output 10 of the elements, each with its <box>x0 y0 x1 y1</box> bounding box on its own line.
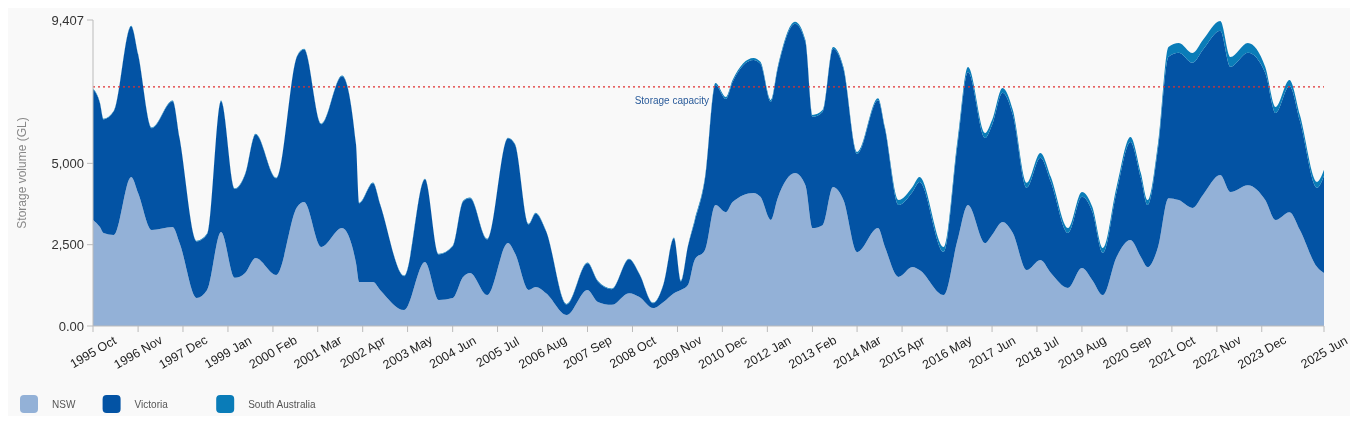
x-tick-label: 2025 Jun <box>1298 333 1350 372</box>
legend-label: NSW <box>52 398 76 410</box>
legend-label: Victoria <box>134 398 169 410</box>
legend-label: South Australia <box>248 398 316 410</box>
y-tick-label: 5,000 <box>51 155 84 171</box>
y-axis-title: Storage volume (GL) <box>15 117 29 229</box>
y-tick-label: 0.00 <box>58 318 84 334</box>
ref-line-label: Storage capacity <box>634 94 710 106</box>
y-tick-label: 2,500 <box>51 237 84 253</box>
y-tick-label: 9,407 <box>51 12 84 28</box>
